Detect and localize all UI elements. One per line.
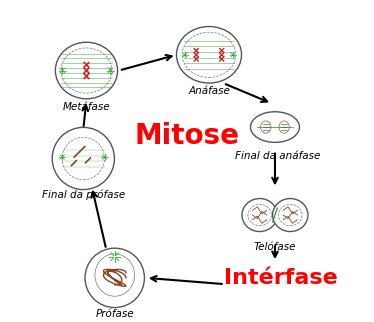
Ellipse shape — [52, 128, 114, 190]
Ellipse shape — [251, 112, 300, 142]
Text: Telófase: Telófase — [254, 242, 296, 252]
Text: Prófase: Prófase — [95, 309, 134, 319]
Ellipse shape — [177, 26, 242, 83]
Text: Anáfase: Anáfase — [188, 86, 230, 96]
Text: Final da prófase: Final da prófase — [42, 190, 125, 200]
Ellipse shape — [85, 248, 144, 308]
Text: Metáfase: Metáfase — [63, 102, 110, 112]
Text: Mitose: Mitose — [135, 122, 239, 150]
Text: Final da anáfase: Final da anáfase — [235, 151, 321, 161]
Ellipse shape — [55, 42, 117, 99]
Ellipse shape — [242, 199, 278, 232]
Ellipse shape — [273, 199, 308, 232]
Text: Intérfase: Intérfase — [224, 268, 338, 288]
